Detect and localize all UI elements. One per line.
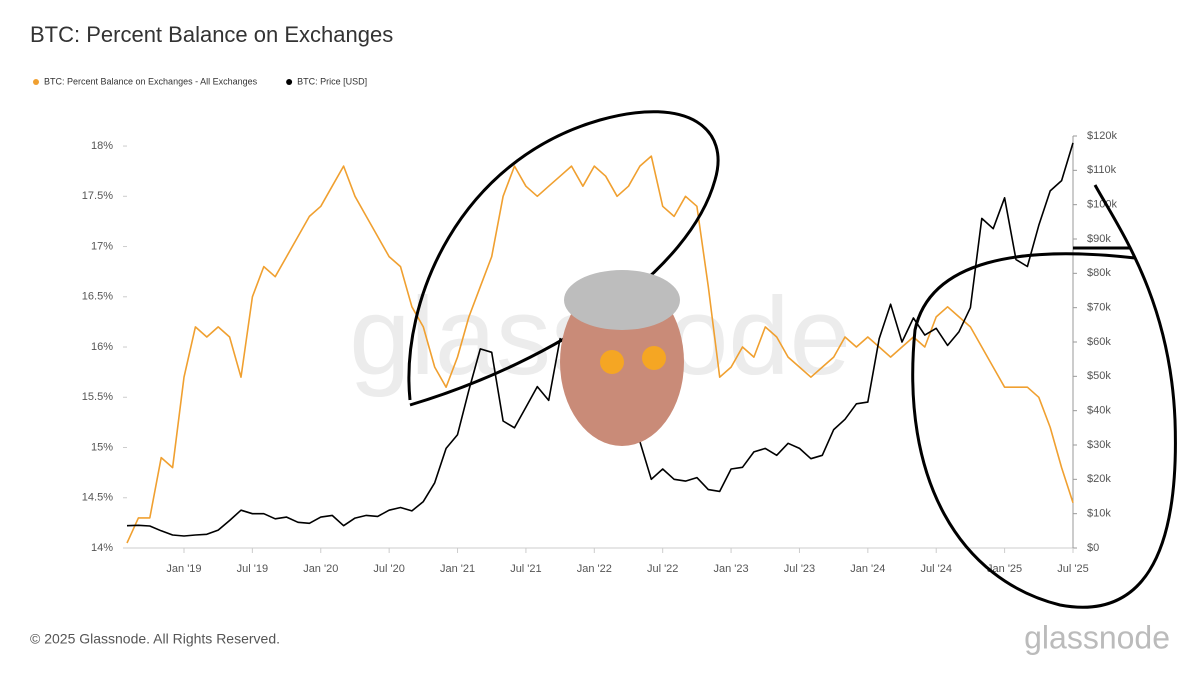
x-tick-label: Jul '24	[921, 563, 952, 575]
y2-tick-label: $80k	[1087, 267, 1111, 279]
y2-tick-label: $10k	[1087, 508, 1111, 520]
y2-tick-label: $70k	[1087, 302, 1111, 314]
face-eye	[642, 346, 666, 370]
y2-tick-label: $120k	[1087, 130, 1117, 142]
y-tick-label: 17%	[91, 240, 113, 252]
x-tick-label: Jan '20	[303, 563, 338, 575]
y-tick-label: 15%	[91, 441, 113, 453]
footer: © 2025 Glassnode. All Rights Reserved.	[30, 631, 280, 647]
x-tick-label: Jul '21	[510, 563, 541, 575]
x-tick-label: Jan '23	[714, 563, 749, 575]
x-tick-label: Jul '22	[647, 563, 678, 575]
face-hair	[564, 270, 680, 330]
x-tick-label: Jan '22	[577, 563, 612, 575]
x-tick-label: Jan '24	[850, 563, 885, 575]
y2-tick-label: $40k	[1087, 405, 1111, 417]
y-tick-label: 16%	[91, 341, 113, 353]
y2-tick-label: $100k	[1087, 199, 1117, 211]
legend-marker	[33, 79, 39, 85]
y-tick-label: 14%	[91, 542, 113, 554]
hand-circle	[911, 184, 1177, 609]
x-tick-label: Jul '19	[237, 563, 268, 575]
y2-tick-label: $50k	[1087, 370, 1111, 382]
legend-marker	[286, 79, 293, 85]
y-tick-label: 15.5%	[82, 391, 113, 403]
x-tick-label: Jan '21	[440, 563, 475, 575]
x-tick-label: Jul '20	[373, 563, 404, 575]
y-tick-label: 17.5%	[82, 190, 113, 202]
plot-area: 14% 14.5% 15% 15.5% 16% 16.5% 17% 17.5% 18% $0 $10…	[33, 76, 1117, 575]
face-eye	[600, 350, 624, 374]
x-tick-label: Jan '25	[987, 563, 1022, 575]
legend-label: BTC: Percent Balance on Exchanges - All …	[44, 76, 258, 86]
y2-tick-label: $30k	[1087, 439, 1111, 451]
x-tick-label: Jul '23	[784, 563, 815, 575]
face	[560, 270, 684, 446]
y2-tick-label: $60k	[1087, 336, 1111, 348]
x-tick-label: Jan '19	[166, 563, 201, 575]
chart-title: BTC: Percent Balance on Exchanges	[30, 22, 393, 47]
y-tick-label: 18%	[91, 140, 113, 152]
y2-tick-label: $90k	[1087, 233, 1111, 245]
x-tick-label: Jul '25	[1057, 563, 1088, 575]
y-tick-label: 14.5%	[82, 492, 113, 504]
logo: glassnode	[1024, 619, 1170, 655]
y2-tick-label: $110k	[1087, 164, 1117, 176]
legend-label: BTC: Price [USD]	[297, 76, 367, 86]
y2-tick-label: $20k	[1087, 473, 1111, 485]
y-tick-label: 16.5%	[82, 291, 113, 303]
y2-tick-label: $0	[1087, 542, 1099, 554]
